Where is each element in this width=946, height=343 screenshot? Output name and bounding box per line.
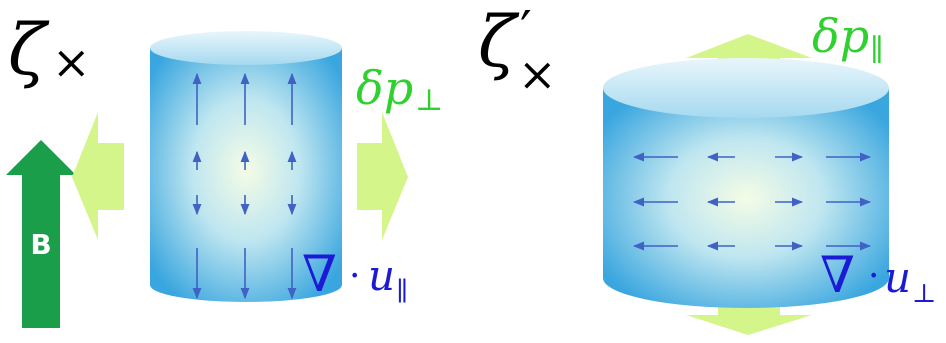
right-divergence-label: ∇ · u ⊥ [820,246,936,309]
svg-text:·: · [868,256,879,297]
svg-text:∇: ∇ [302,245,337,303]
right-panel: ζ ′ × δp ∥ ∇ · u ⊥ [478,1,936,335]
svg-text:δp: δp [812,9,869,63]
svg-text:⊥: ⊥ [912,279,936,309]
svg-text:⊥: ⊥ [415,83,443,118]
right-pressure-arrow-up [686,34,812,82]
left-pressure-arrow-left [72,112,124,240]
right-mode-symbol: ζ [478,1,520,83]
magnetic-field-arrow: B [6,140,76,328]
left-flow-arrows [192,72,297,300]
svg-text:∥: ∥ [870,33,884,68]
left-divergence-label: ∇ · u ∥ [302,245,408,307]
right-mode-subscript: × [518,47,557,101]
left-cylinder [150,31,342,302]
magnetic-field-label: B [30,228,51,261]
right-flow-arrows [632,152,872,251]
left-mode-symbol: ζ [8,9,50,91]
svg-text:δp: δp [356,61,413,115]
right-pressure-label: δp ∥ [812,9,884,68]
svg-text:·: · [349,256,360,297]
svg-text:u: u [368,251,395,300]
right-pressure-arrow-down [686,300,812,335]
right-mode-prime: ′ [520,1,532,61]
left-mode-subscript: × [52,35,91,89]
left-pressure-arrow-right [357,112,408,240]
left-panel: ζ × B δp ⊥ ∇ · u ∥ [6,9,443,328]
svg-text:∥: ∥ [396,277,408,307]
svg-text:u: u [884,253,911,302]
left-pressure-label: δp ⊥ [356,61,443,118]
right-cylinder [603,58,889,308]
svg-text:∇: ∇ [820,246,855,304]
